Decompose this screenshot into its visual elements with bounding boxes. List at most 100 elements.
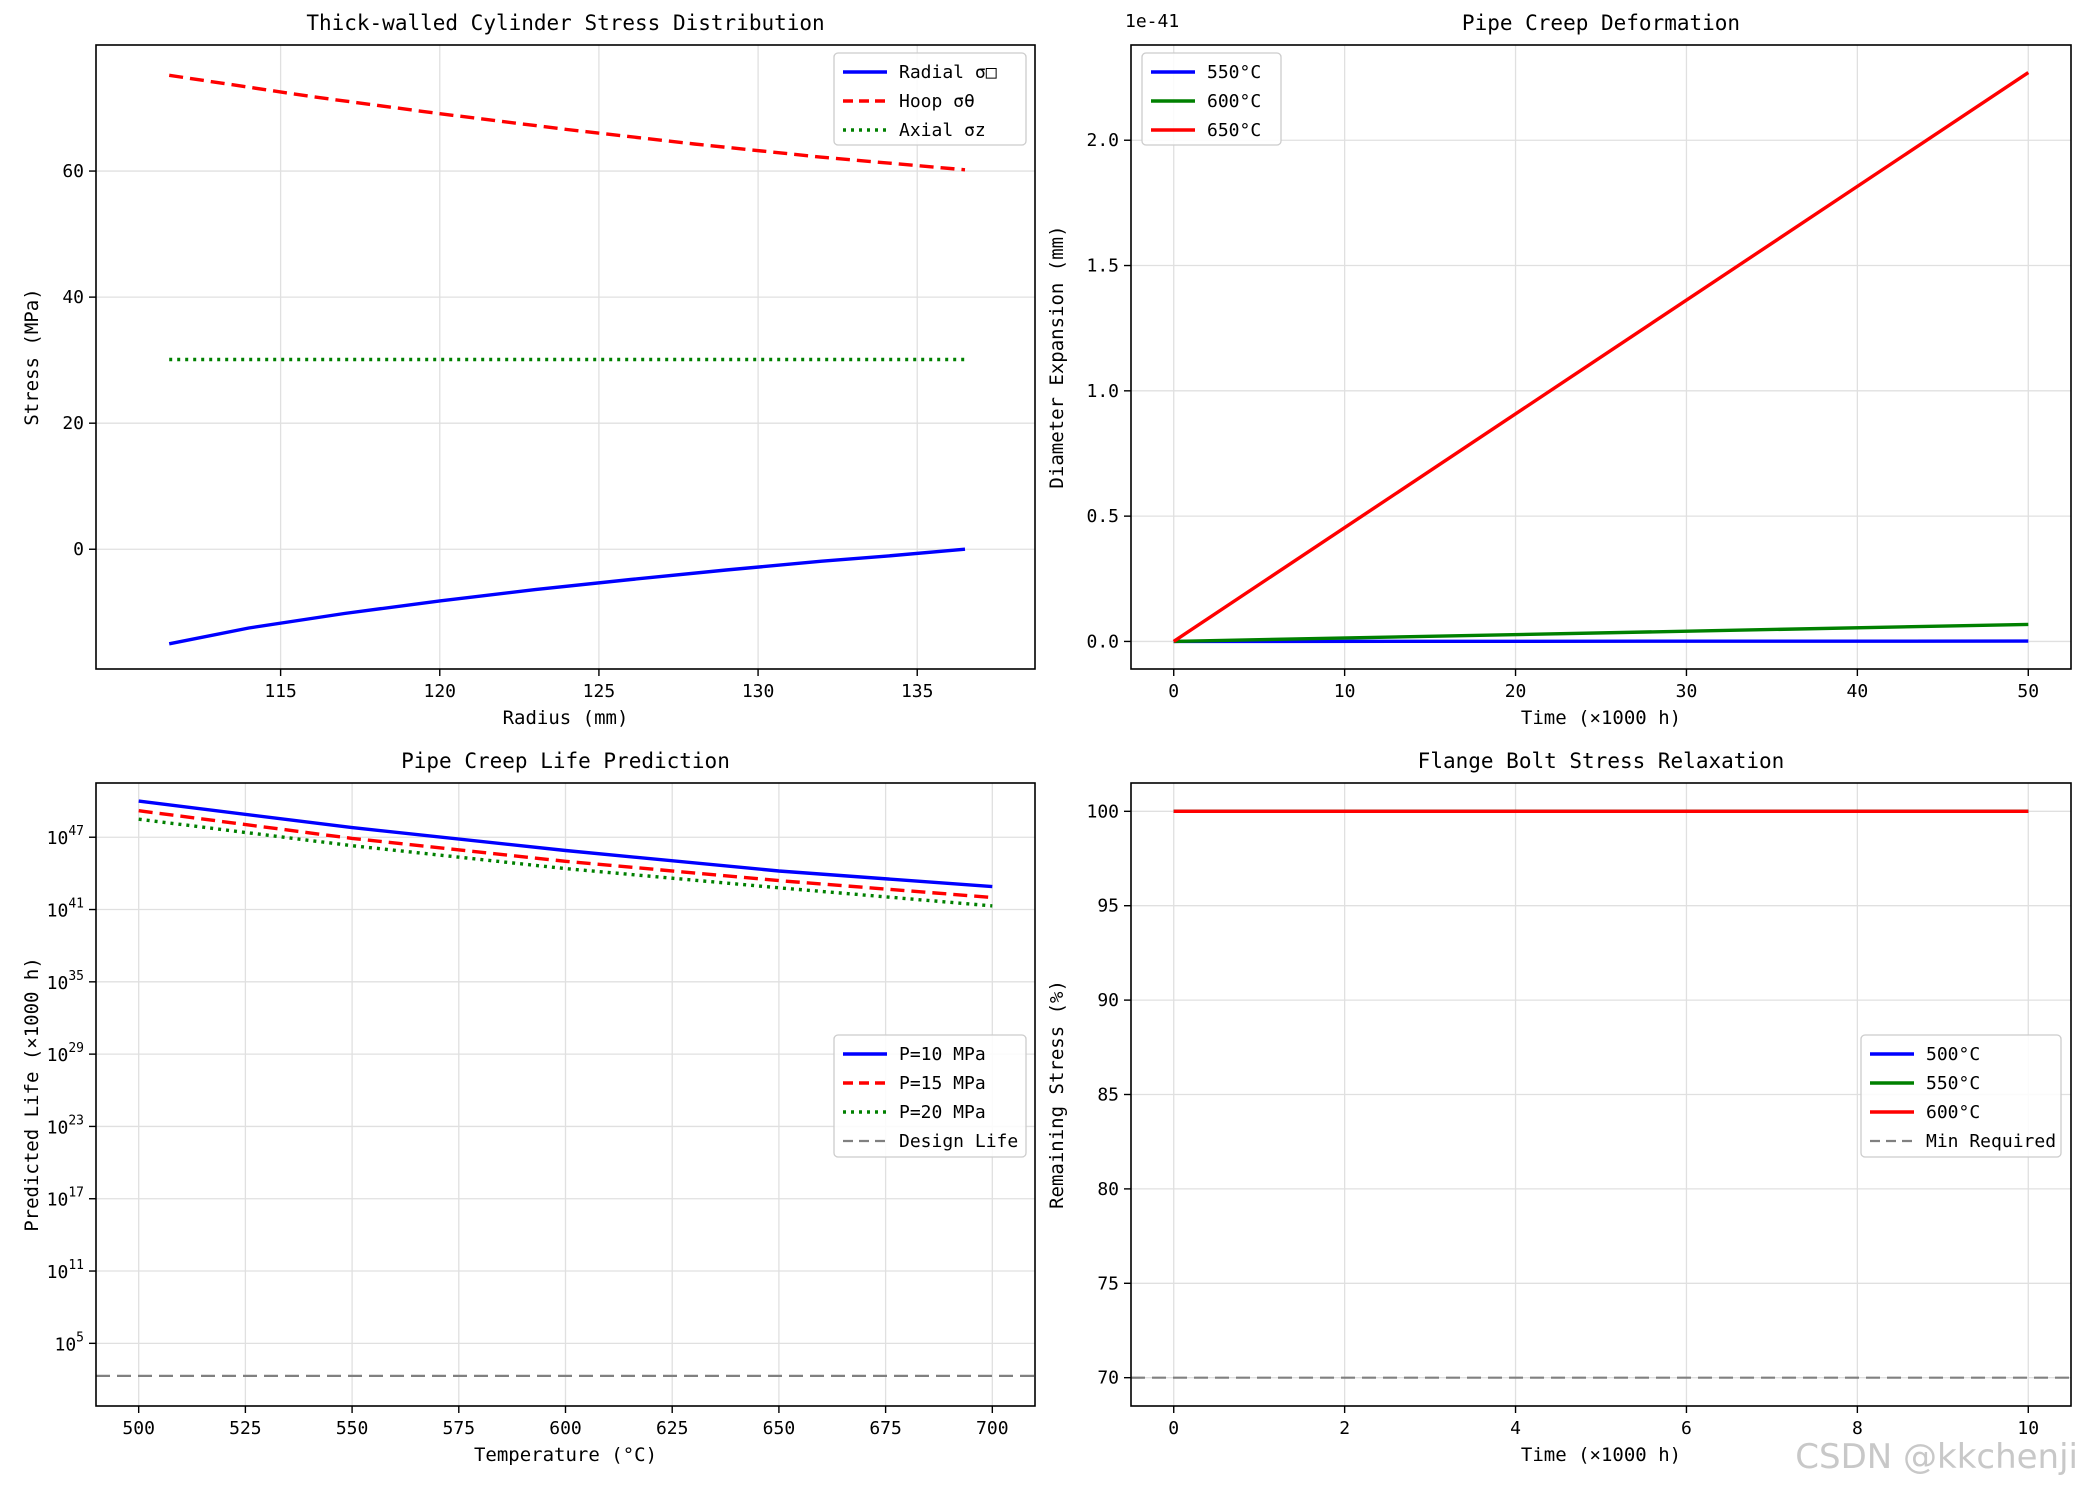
y-tick-label: 95 — [1097, 896, 1119, 917]
x-tick-label: 40 — [1847, 681, 1869, 702]
x-tick-label: 575 — [443, 1418, 476, 1439]
chart-title: Flange Bolt Stress Relaxation — [1418, 749, 1785, 773]
chart-stress: 115 120 125 130 135 0 20 40 60 Thick-walled Cylin… — [21, 11, 1036, 729]
grid-lines — [96, 45, 1035, 669]
x-tick-label: 550 — [336, 1418, 369, 1439]
legend-label: 600°C — [1926, 1102, 1980, 1123]
x-tick-label: 525 — [229, 1418, 262, 1439]
x-axis-label: Radius (mm) — [503, 707, 629, 729]
y-tick-exponent: 41 — [68, 897, 84, 912]
legend-label: Hoop σθ — [899, 91, 975, 112]
x-tick-label: 135 — [901, 681, 934, 702]
x-axis-label: Time (×1000 h) — [1521, 707, 1681, 729]
x-axis-label: Temperature (°C) — [474, 1444, 657, 1466]
series-group — [96, 799, 1035, 1378]
legend-label: Radial σ□ — [899, 62, 997, 83]
y-tick-label: 1041 — [47, 897, 84, 922]
legend-box — [833, 52, 1027, 146]
y-axis-label: Remaining Stress (%) — [1046, 980, 1068, 1209]
x-tick-label: 6 — [1681, 1418, 1692, 1439]
legend: Radial σ□ Hoop σθ Axial σz — [833, 52, 1027, 146]
y-tick-label: 1.5 — [1086, 256, 1119, 277]
y-tick-base: 10 — [54, 1334, 76, 1355]
legend-label: 500°C — [1926, 1044, 1980, 1065]
x-tick-label: 30 — [1676, 681, 1698, 702]
y-tick-label: 80 — [1097, 1179, 1119, 1200]
y-tick-label: 2.0 — [1086, 130, 1119, 151]
x-tick-label: 10 — [1334, 681, 1356, 702]
x-tick-label: 115 — [264, 681, 297, 702]
x-tick-label: 700 — [976, 1418, 1009, 1439]
axis-offset-label: 1e-41 — [1125, 11, 1179, 32]
y-tick-base: 10 — [47, 1262, 69, 1283]
series-line-2 — [1172, 71, 2030, 643]
y-tick-label: 1047 — [47, 824, 84, 849]
y-tick-base: 10 — [47, 828, 69, 849]
y-axis-label: Stress (MPa) — [21, 288, 43, 425]
y-tick-exponent: 17 — [68, 1186, 84, 1201]
y-tick-label: 0 — [73, 539, 84, 560]
x-tick-label: 50 — [2017, 681, 2039, 702]
y-tick-base: 10 — [47, 1190, 69, 1211]
y-tick-label: 85 — [1097, 1085, 1119, 1106]
chart-title: Pipe Creep Life Prediction — [401, 749, 730, 773]
legend-label: 650°C — [1207, 120, 1261, 141]
x-tick-label: 2 — [1339, 1418, 1350, 1439]
x-tick-label: 120 — [424, 681, 457, 702]
legend-label: Axial σz — [899, 120, 986, 141]
y-tick-label: 105 — [54, 1330, 84, 1355]
y-tick-base: 10 — [47, 1045, 69, 1066]
legend: 550°C 600°C 650°C — [1141, 52, 1282, 146]
legend: P=10 MPa P=15 MPa P=20 MPa Design Life — [833, 1034, 1027, 1158]
y-tick-base: 10 — [47, 973, 69, 994]
y-axis-label: Diameter Expansion (mm) — [1046, 225, 1068, 488]
series-group — [168, 73, 966, 646]
watermark: CSDN @kkchenji — [1795, 1437, 2078, 1477]
series-line-1 — [138, 809, 993, 900]
x-axis-label: Time (×1000 h) — [1521, 1444, 1681, 1466]
x-tick-label: 8 — [1852, 1418, 1863, 1439]
chart-relax: 0 2 4 6 8 10 70 75 80 85 90 95 100 Flange Bolt Stress… — [1046, 749, 2072, 1466]
chart-creep: 0 10 20 30 40 50 0.0 0.5 1.0 1.5 2.0 Pipe Creep Def… — [1046, 11, 2072, 729]
y-tick-label: 1011 — [47, 1258, 84, 1283]
y-tick-label: 1023 — [47, 1113, 84, 1138]
x-tick-label: 4 — [1510, 1418, 1521, 1439]
plot-frame — [1130, 44, 2072, 670]
y-tick-exponent: 5 — [76, 1330, 84, 1345]
y-tick-label: 90 — [1097, 990, 1119, 1011]
legend-label: 550°C — [1207, 62, 1261, 83]
x-tick-label: 625 — [656, 1418, 689, 1439]
y-tick-exponent: 11 — [68, 1258, 84, 1273]
series-line-1 — [1173, 622, 2029, 644]
x-tick-label: 10 — [2017, 1418, 2039, 1439]
series-line-0 — [168, 547, 966, 646]
y-tick-label: 1017 — [47, 1186, 84, 1211]
y-tick-label: 70 — [1097, 1368, 1119, 1389]
series-line-0 — [138, 799, 993, 889]
y-tick-exponent: 23 — [68, 1113, 84, 1128]
y-tick-label: 20 — [62, 413, 84, 434]
x-tick-label: 0 — [1168, 1418, 1179, 1439]
y-tick-base: 10 — [47, 1117, 69, 1138]
plot-frame — [95, 44, 1036, 670]
chart-title: Pipe Creep Deformation — [1462, 11, 1740, 35]
legend-label: 550°C — [1926, 1073, 1980, 1094]
y-tick-label: 100 — [1086, 801, 1119, 822]
y-tick-exponent: 47 — [68, 824, 84, 839]
x-tick-label: 0 — [1168, 681, 1179, 702]
legend-label: 600°C — [1207, 91, 1261, 112]
y-tick-label: 60 — [62, 161, 84, 182]
y-axis-label: Predicted Life (×1000 h) — [21, 957, 43, 1232]
y-tick-label: 0.5 — [1086, 506, 1119, 527]
legend-label: P=20 MPa — [899, 1102, 986, 1123]
series-group — [1131, 809, 2071, 1379]
y-tick-label: 0.0 — [1086, 631, 1119, 652]
x-tick-label: 650 — [763, 1418, 796, 1439]
legend-label: P=10 MPa — [899, 1044, 986, 1065]
x-tick-label: 20 — [1505, 681, 1527, 702]
legend-label: P=15 MPa — [899, 1073, 986, 1094]
legend-box — [1860, 1034, 2062, 1158]
y-tick-exponent: 29 — [68, 1041, 84, 1056]
legend-box — [1141, 52, 1282, 146]
